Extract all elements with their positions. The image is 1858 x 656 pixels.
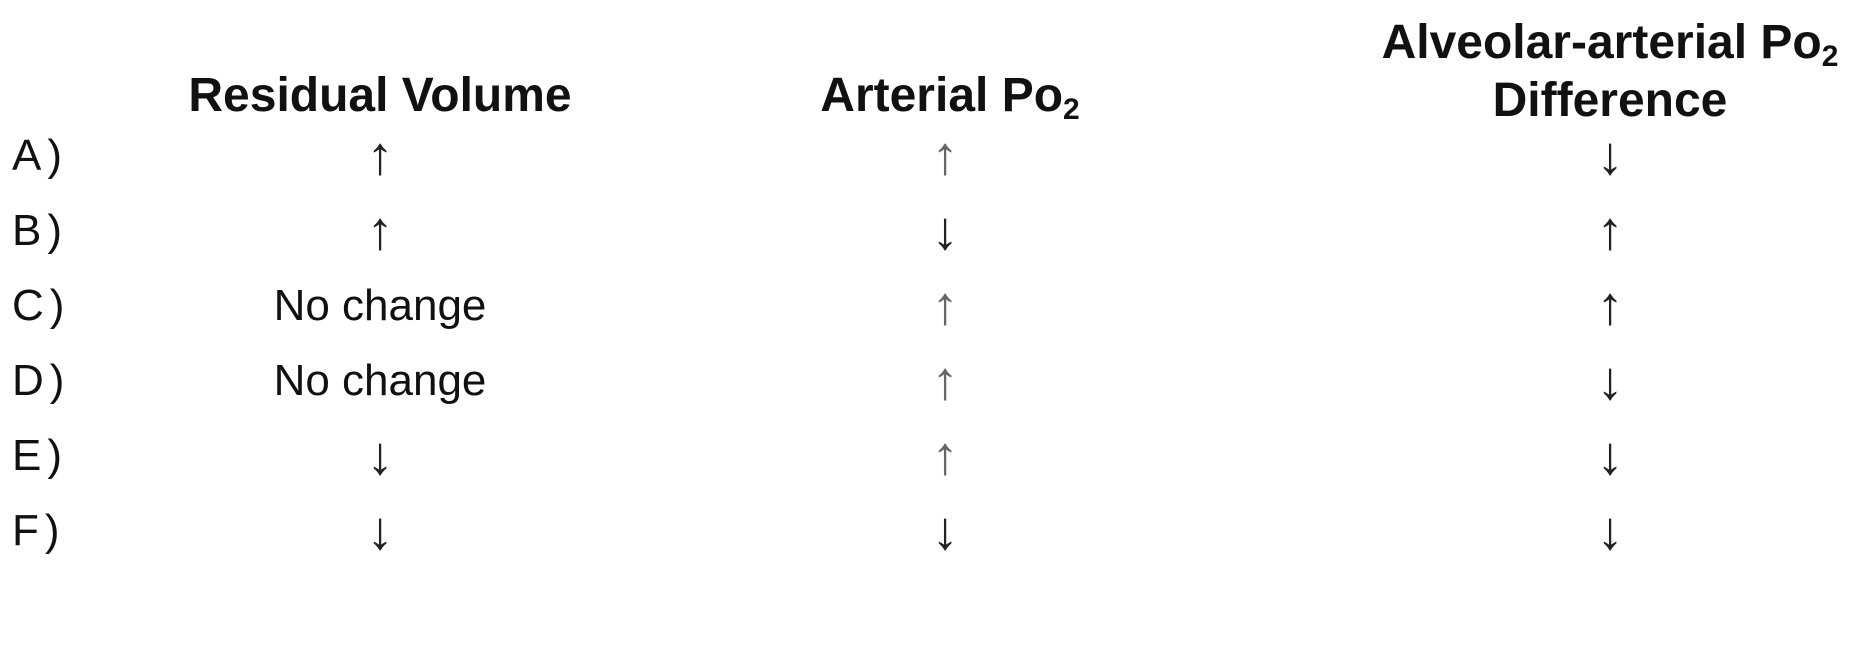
- header-aa-label: Alveolar-arterial Po: [1381, 16, 1822, 69]
- option-label: D): [12, 356, 71, 405]
- residual-volume-value: No change: [273, 356, 487, 405]
- arterial-po2-value: ↑: [931, 276, 959, 336]
- residual-volume-value: ↑: [366, 201, 394, 261]
- arterial-po2-value: ↑: [931, 126, 959, 186]
- aa-difference-value: ↓: [1596, 426, 1624, 486]
- arterial-po2-value: ↑: [931, 351, 959, 411]
- option-row-d: D) No change ↑ ↓: [0, 341, 1858, 421]
- residual-volume-value: ↑: [366, 126, 394, 186]
- option-label: E): [12, 431, 68, 480]
- aa-difference-value: ↑: [1596, 276, 1624, 336]
- residual-volume-value: No change: [273, 281, 487, 330]
- header-arterial-po2-subscript: 2: [1063, 93, 1080, 126]
- residual-volume-value: ↓: [366, 426, 394, 486]
- option-label: A): [12, 131, 68, 180]
- header-aa-line-2: Difference: [1492, 74, 1728, 127]
- aa-difference-value: ↓: [1596, 126, 1624, 186]
- option-label: C): [12, 281, 71, 330]
- aa-difference-value: ↑: [1596, 201, 1624, 261]
- header-arterial-po2: Arterial Po2: [700, 68, 1200, 126]
- header-aa-line-1: Alveolar-arterial Po2: [1300, 14, 1858, 72]
- aa-difference-value: ↓: [1596, 351, 1624, 411]
- header-aa-subscript: 2: [1821, 40, 1839, 73]
- arterial-po2-value: ↑: [931, 426, 959, 486]
- header-aa-po2-difference: Alveolar-arterial Po2 Difference: [1300, 14, 1858, 130]
- option-label: F): [12, 506, 66, 555]
- arterial-po2-value: ↓: [931, 501, 959, 561]
- option-row-c: C) No change ↑ ↑: [0, 266, 1858, 346]
- header-arterial-po2-label: Arterial Po: [820, 69, 1064, 122]
- header-residual-volume-label: Residual Volume: [188, 69, 572, 122]
- option-row-e: E) ↓ ↑ ↓: [0, 416, 1858, 496]
- option-row-f: F) ↓ ↓ ↓: [0, 491, 1858, 571]
- option-row-a: A) ↑ ↑ ↓: [0, 116, 1858, 196]
- option-row-b: B) ↑ ↓ ↑: [0, 191, 1858, 271]
- aa-difference-value: ↓: [1596, 501, 1624, 561]
- option-label: B): [12, 206, 68, 255]
- arterial-po2-value: ↓: [931, 201, 959, 261]
- residual-volume-value: ↓: [366, 501, 394, 561]
- header-residual-volume: Residual Volume: [120, 68, 640, 124]
